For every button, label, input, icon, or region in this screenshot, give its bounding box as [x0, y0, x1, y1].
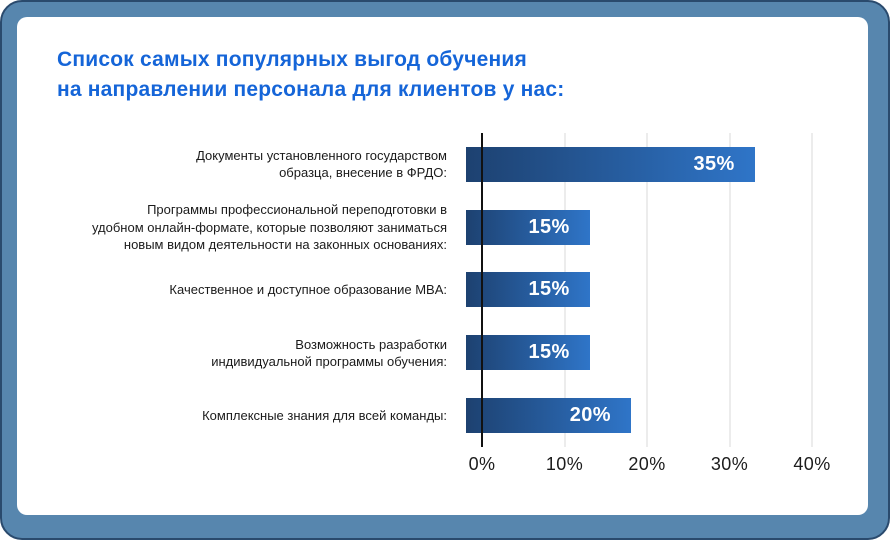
- bar-chart: Документы установленного государством об…: [17, 133, 868, 447]
- category-label: Возможность разработки индивидуальной пр…: [211, 336, 447, 369]
- bar: 15%: [466, 272, 590, 308]
- bar-track: 20%: [464, 398, 868, 434]
- y-axis-line: [481, 133, 483, 447]
- bar-value-label: 35%: [693, 152, 735, 175]
- x-tick-label: 40%: [793, 454, 831, 474]
- x-tick-label: 10%: [545, 454, 584, 474]
- page-title: Список самых популярных выгод обучения н…: [57, 45, 617, 105]
- gridline: [646, 133, 648, 447]
- gridline: [811, 133, 813, 447]
- bar-value-label: 15%: [528, 215, 570, 238]
- bar: 15%: [466, 335, 590, 371]
- chart-row: Комплексные знания для всей команды: 20%: [17, 384, 868, 447]
- category-label: Комплексные знания для всей команды:: [202, 408, 447, 423]
- bar: 35%: [466, 146, 755, 182]
- x-tick-label: 20%: [628, 454, 666, 474]
- bar-track: 15%: [464, 272, 868, 308]
- bar-track: 35%: [464, 146, 868, 182]
- category-label: Программы профессиональной переподготовк…: [91, 202, 447, 252]
- bar-track: 15%: [464, 209, 868, 245]
- page-title-line-2: на направлении персонала для клиентов у …: [57, 77, 565, 101]
- chart-row: Качественное и доступное образование MBA…: [17, 259, 868, 322]
- bar-value-label: 15%: [528, 278, 570, 301]
- x-tick-label: 0%: [468, 454, 496, 474]
- chart-row: Программы профессиональной переподготовк…: [17, 196, 868, 259]
- chart-card: Список самых популярных выгод обучения н…: [17, 17, 868, 515]
- bar-value-label: 15%: [528, 341, 570, 364]
- bar-rows: Документы установленного государством об…: [17, 133, 868, 447]
- bar: 15%: [466, 209, 590, 245]
- x-tick-label: 30%: [710, 454, 749, 474]
- page-title-line-1: Список самых популярных выгод обучения: [57, 48, 527, 71]
- x-axis-ticks: 0% 10% 20% 30% 40%: [17, 454, 868, 478]
- category-label: Документы установленного государством об…: [196, 148, 447, 181]
- bar-value-label: 20%: [569, 404, 611, 427]
- chart-row: Возможность разработки индивидуальной пр…: [17, 321, 868, 384]
- bar-track: 15%: [464, 335, 868, 371]
- category-label: Качественное и доступное образование MBA…: [169, 282, 447, 298]
- chart-row: Документы установленного государством об…: [17, 133, 868, 196]
- gridline: [728, 133, 731, 447]
- bar: 20%: [466, 398, 631, 434]
